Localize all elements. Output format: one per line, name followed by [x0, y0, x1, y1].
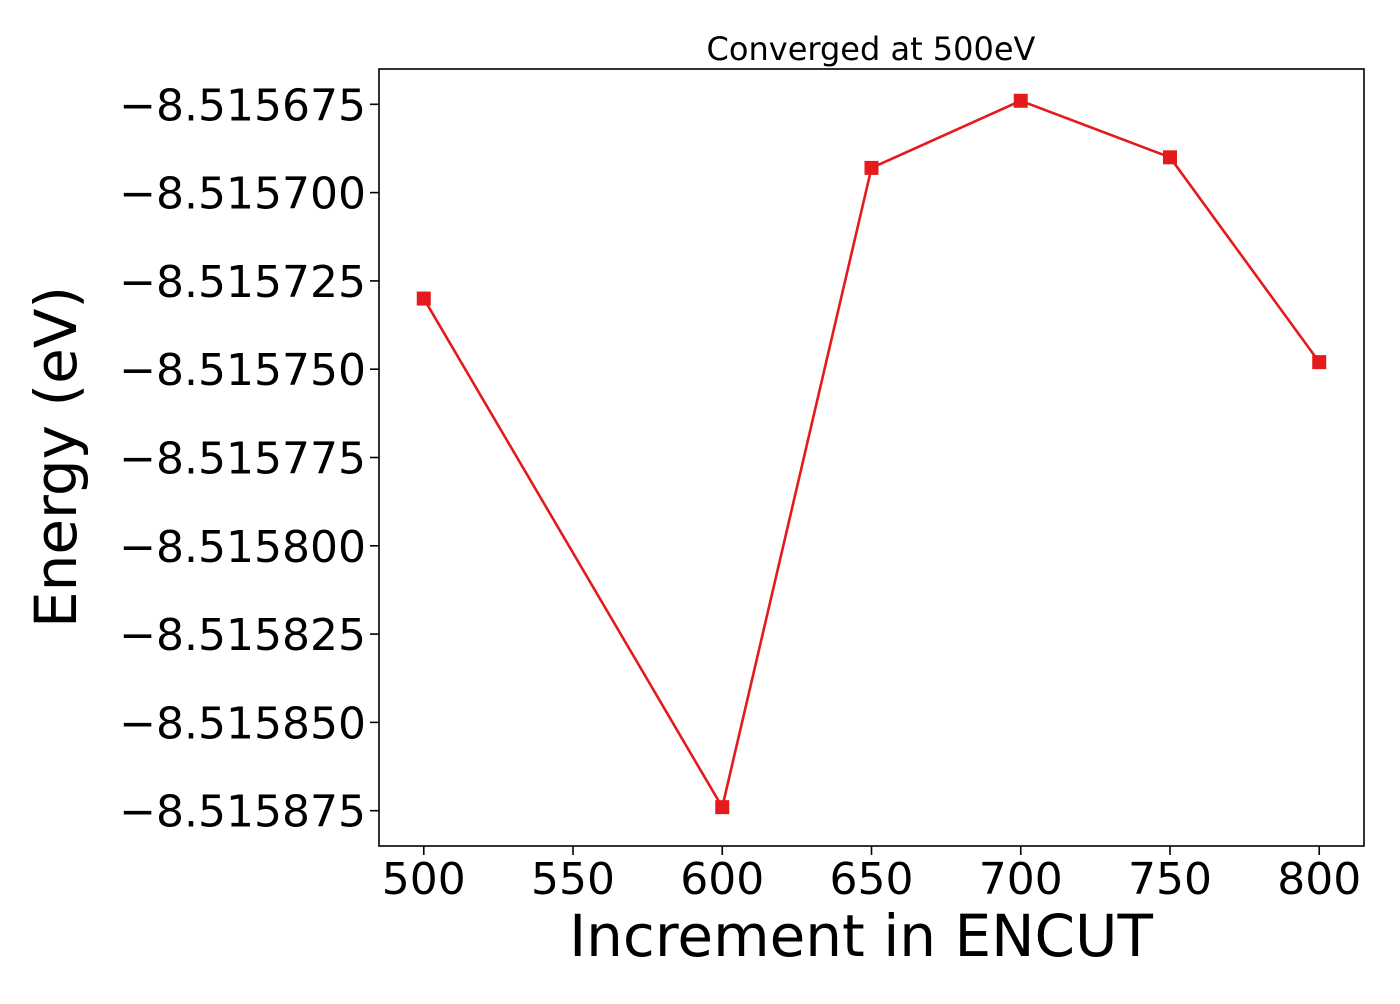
data-point-marker — [1162, 150, 1177, 165]
plot-frame — [378, 68, 1365, 847]
y-tick-label: −8.515875 — [119, 787, 366, 838]
data-point-marker — [715, 800, 730, 815]
y-tick-label: −8.515775 — [119, 434, 366, 485]
data-point-marker — [1013, 93, 1028, 108]
x-tick-label: 550 — [531, 854, 615, 905]
chart-title: Converged at 500eV — [707, 30, 1036, 68]
x-axis-title: Increment in ENCUT — [569, 902, 1153, 970]
y-tick-label: −8.515800 — [119, 522, 366, 573]
y-tick-label: −8.515750 — [119, 345, 366, 396]
y-axis: −8.515675 −8.515700 −8.515725 −8.515750 −8.5… — [119, 80, 379, 838]
data-point-marker — [864, 160, 879, 175]
y-axis-title: Energy (eV) — [22, 286, 90, 628]
y-tick-label: −8.515725 — [119, 257, 366, 308]
data-point-marker — [416, 291, 431, 306]
x-tick-label: 700 — [979, 854, 1063, 905]
series-line — [422, 99, 1321, 809]
y-tick-label: −8.515825 — [119, 610, 366, 661]
x-axis: 500 550 600 650 700 750 800 — [382, 846, 1361, 905]
x-tick-label: 600 — [680, 854, 764, 905]
x-tick-label: 800 — [1277, 854, 1361, 905]
y-tick-label: −8.515700 — [119, 169, 366, 220]
x-tick-label: 750 — [1128, 854, 1212, 905]
x-tick-label: 500 — [382, 854, 466, 905]
x-tick-label: 650 — [830, 854, 914, 905]
y-tick-label: −8.515850 — [119, 698, 366, 749]
series-layer — [416, 93, 1327, 815]
y-tick-label: −8.515675 — [119, 80, 366, 131]
data-point-marker — [1312, 355, 1327, 370]
